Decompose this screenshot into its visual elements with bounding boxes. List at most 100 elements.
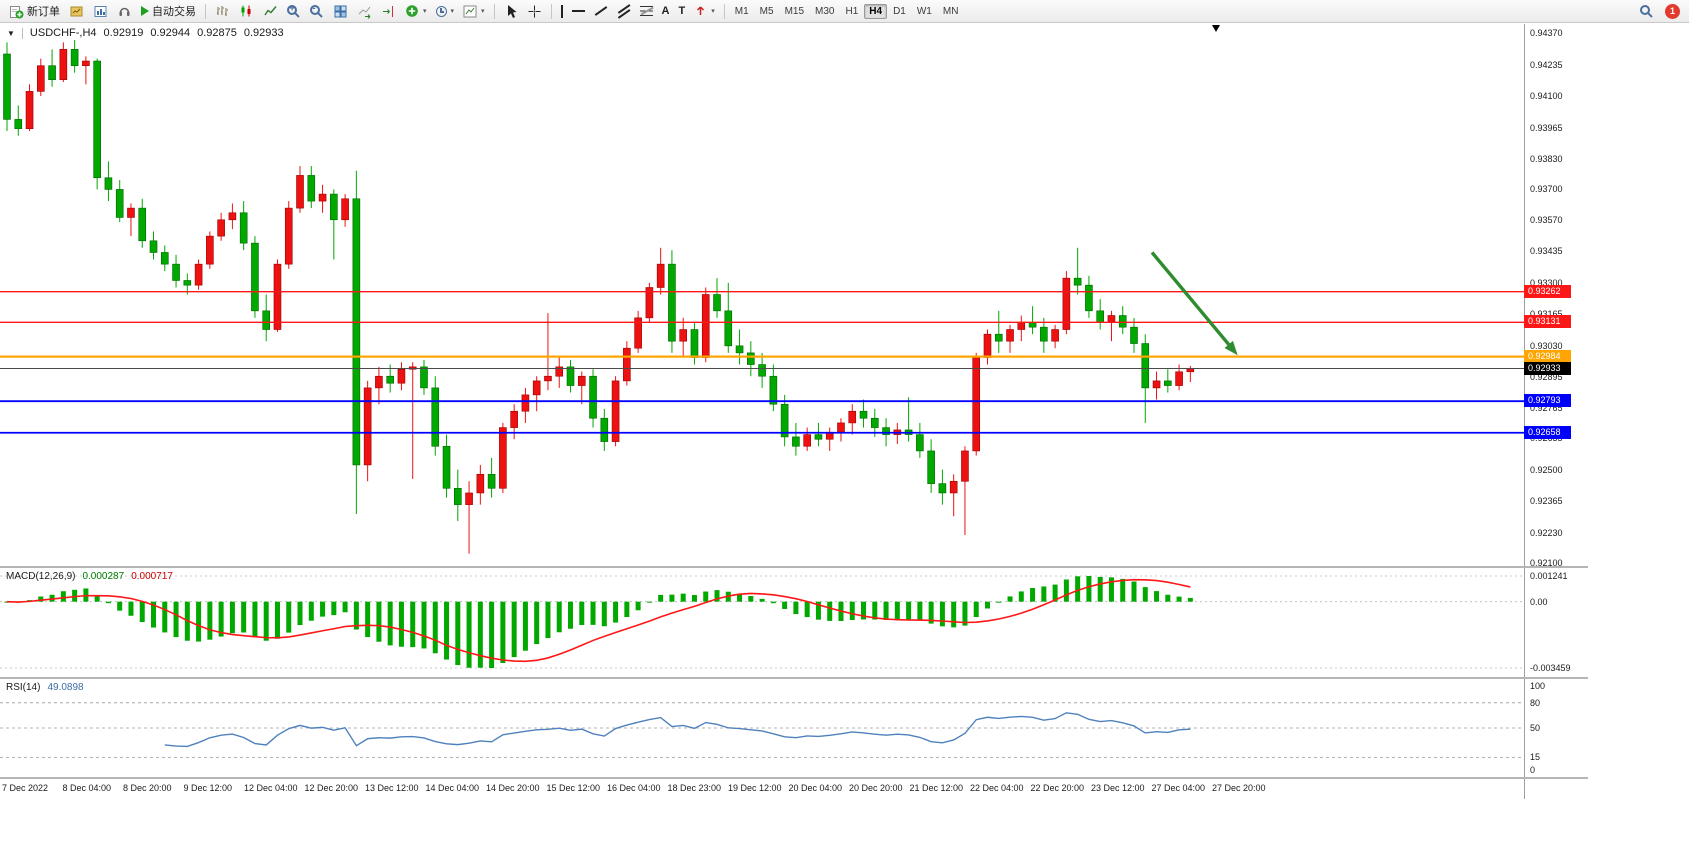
bear-candle (3, 42, 11, 132)
time-axis[interactable]: 7 Dec 2022 8 Dec 04:00 8 Dec 20:00 9 Dec 12… (0, 779, 1560, 799)
toolbar-separator (205, 3, 206, 19)
time-axis-label: 23 Dec 12:00 (1091, 783, 1145, 793)
search-icon (1640, 4, 1650, 15)
time-axis-label: 14 Dec 20:00 (486, 783, 540, 793)
trendline-tool-button[interactable] (590, 2, 612, 21)
cursor-tool-button[interactable] (500, 2, 522, 21)
price-axis-label: 0.93030 (1530, 340, 1563, 351)
level-price-tag: 0.92933 (1524, 361, 1571, 375)
pane-divider[interactable] (0, 566, 1588, 568)
timeframe-m15-button[interactable]: M15 (780, 4, 809, 19)
headset-icon (119, 7, 130, 16)
price-axis-label: 0.92500 (1530, 464, 1563, 475)
zoom-out-button[interactable]: - (306, 2, 328, 21)
fibonacci-icon (639, 5, 653, 17)
bear-candle (172, 254, 180, 288)
zoom-in-button[interactable]: + (283, 2, 305, 21)
vertical-line-tool-button[interactable] (557, 2, 567, 21)
label-tool-button[interactable]: T (675, 2, 690, 21)
time-axis-label: 9 Dec 12:00 (183, 783, 233, 793)
bull-candle (961, 446, 969, 535)
timeframe-mn-button[interactable]: MN (938, 4, 964, 19)
bear-candle (487, 457, 496, 498)
bear-candle (780, 394, 789, 447)
fibonacci-tool-button[interactable] (636, 2, 657, 21)
bar-chart-button[interactable] (211, 2, 234, 21)
text-tool-button[interactable]: A (658, 2, 674, 21)
rsi-pane-canvas[interactable] (0, 679, 1524, 776)
chart-window-button[interactable] (89, 2, 112, 21)
bull-candle (296, 166, 304, 213)
bull-candle (397, 362, 406, 391)
candlestick-chart-button[interactable] (235, 2, 258, 21)
chart-shift-marker[interactable] (1212, 25, 1220, 32)
bear-candle (735, 329, 744, 365)
time-axis-label: 22 Dec 04:00 (970, 783, 1024, 793)
bull-candle (25, 84, 34, 132)
bear-candle (239, 201, 248, 251)
macd-title-label: MACD(12,26,9) (6, 571, 76, 582)
bull-candle (1051, 324, 1059, 349)
channel-icon (617, 5, 631, 18)
bear-candle (115, 180, 124, 223)
symbol-collapse-button[interactable]: ▼ (7, 28, 15, 38)
bull-candle (273, 259, 282, 332)
autotrading-play-icon (141, 6, 149, 16)
macd-axis-label: -0.003459 (1530, 663, 1571, 673)
search-button[interactable] (1636, 2, 1658, 21)
line-chart-button[interactable] (259, 2, 282, 21)
price-axis[interactable]: 0.93262 0.93131 0.92984 0.92933 0.92793 0.926… (1524, 0, 1689, 810)
bear-candle (916, 422, 924, 458)
rsi-axis-label: 15 (1530, 752, 1541, 763)
auto-scroll-button[interactable] (353, 2, 376, 21)
bull-candle (206, 231, 214, 269)
timeframe-m30-button[interactable]: M30 (810, 4, 839, 19)
timeframe-h4-button[interactable]: H4 (864, 3, 888, 19)
pane-divider[interactable] (0, 777, 1588, 779)
templates-button[interactable]: ▾ (459, 2, 489, 21)
bear-candle (160, 245, 169, 272)
trendline-icon (594, 6, 607, 16)
new-order-button[interactable]: 新订单 (5, 2, 64, 21)
horizontal-line-tool-button[interactable] (568, 2, 589, 21)
time-axis-label: 8 Dec 04:00 (62, 783, 112, 793)
level-price-tag: 0.92984 (1524, 349, 1571, 363)
bear-candle (70, 40, 79, 73)
timeframe-m1-button[interactable]: M1 (730, 4, 754, 19)
crosshair-tool-button[interactable] (523, 2, 546, 21)
notification-badge[interactable]: 1 (1665, 3, 1680, 19)
price-axis-label: 0.92100 (1530, 558, 1563, 568)
bull-candle (701, 287, 710, 363)
timeframe-d1-button[interactable]: D1 (888, 4, 911, 19)
arrows-tool-button[interactable]: ▾ (690, 2, 719, 21)
bull-candle (194, 259, 203, 290)
macd-pane-canvas[interactable] (0, 568, 1524, 676)
add-indicator-button[interactable]: ▾ (401, 2, 431, 21)
bear-candle (589, 369, 597, 428)
support-button[interactable] (113, 2, 136, 21)
market-watch-button[interactable] (65, 2, 88, 21)
price-chart-canvas[interactable] (0, 24, 1524, 566)
bull-candle (82, 56, 90, 85)
time-axis-label: 19 Dec 12:00 (728, 783, 782, 793)
tile-windows-button[interactable] (329, 2, 352, 21)
text-tool-icon: A (661, 4, 670, 17)
timeframe-m5-button[interactable]: M5 (755, 4, 779, 19)
trend-arrow-annotation[interactable] (1150, 251, 1238, 356)
symbol-label: USDCHF-,H4 (29, 27, 97, 39)
bull-candle (555, 357, 564, 388)
channel-tool-button[interactable] (613, 2, 635, 21)
bear-candle (330, 189, 338, 260)
timeframe-w1-button[interactable]: W1 (912, 4, 937, 19)
bull-candle (949, 474, 958, 517)
bull-candle (803, 427, 811, 451)
autotrading-button[interactable]: 自动交易 (137, 2, 200, 21)
timeframe-h1-button[interactable]: H1 (840, 4, 863, 19)
bear-candle (386, 364, 394, 393)
chart-shift-button[interactable] (377, 2, 400, 21)
bull-candle (465, 481, 473, 554)
bear-candle (14, 105, 23, 136)
periods-button[interactable]: ▾ (432, 2, 459, 21)
pane-divider[interactable] (0, 677, 1588, 679)
